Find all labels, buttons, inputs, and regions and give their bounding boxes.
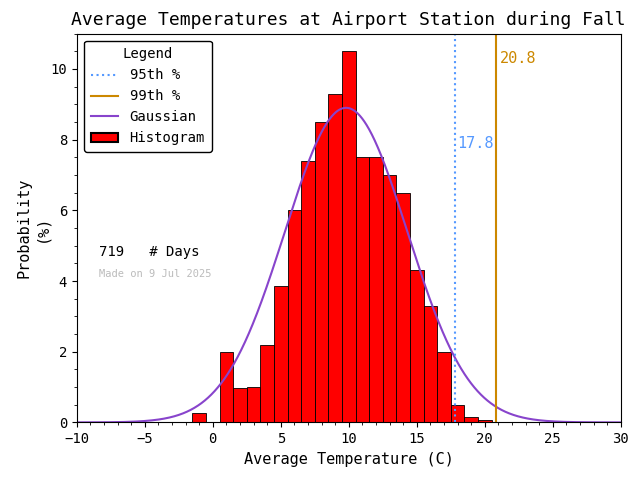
Y-axis label: Probability
(%): Probability (%) xyxy=(17,178,49,278)
X-axis label: Average Temperature (C): Average Temperature (C) xyxy=(244,452,454,467)
Bar xyxy=(220,352,233,422)
Bar xyxy=(193,412,206,422)
Bar xyxy=(465,418,478,422)
Bar xyxy=(315,122,328,422)
Text: 719   # Days: 719 # Days xyxy=(99,245,199,260)
Bar xyxy=(342,51,356,422)
Text: Made on 9 Jul 2025: Made on 9 Jul 2025 xyxy=(99,269,211,279)
Bar xyxy=(451,405,465,422)
Title: Average Temperatures at Airport Station during Fall: Average Temperatures at Airport Station … xyxy=(72,11,626,29)
Bar xyxy=(396,192,410,422)
Bar xyxy=(328,94,342,422)
Bar xyxy=(260,345,274,422)
Bar xyxy=(383,175,396,422)
Bar xyxy=(301,161,315,422)
Bar xyxy=(274,286,287,422)
Bar xyxy=(437,352,451,422)
Bar xyxy=(369,157,383,422)
Bar xyxy=(424,306,437,422)
Legend: 95th %, 99th %, Gaussian, Histogram: 95th %, 99th %, Gaussian, Histogram xyxy=(84,40,212,152)
Bar xyxy=(356,157,369,422)
Bar xyxy=(287,210,301,422)
Bar xyxy=(478,420,492,422)
Text: 20.8: 20.8 xyxy=(500,51,536,66)
Text: 17.8: 17.8 xyxy=(458,136,494,151)
Bar xyxy=(247,387,260,422)
Bar xyxy=(233,388,247,422)
Bar xyxy=(410,270,424,422)
